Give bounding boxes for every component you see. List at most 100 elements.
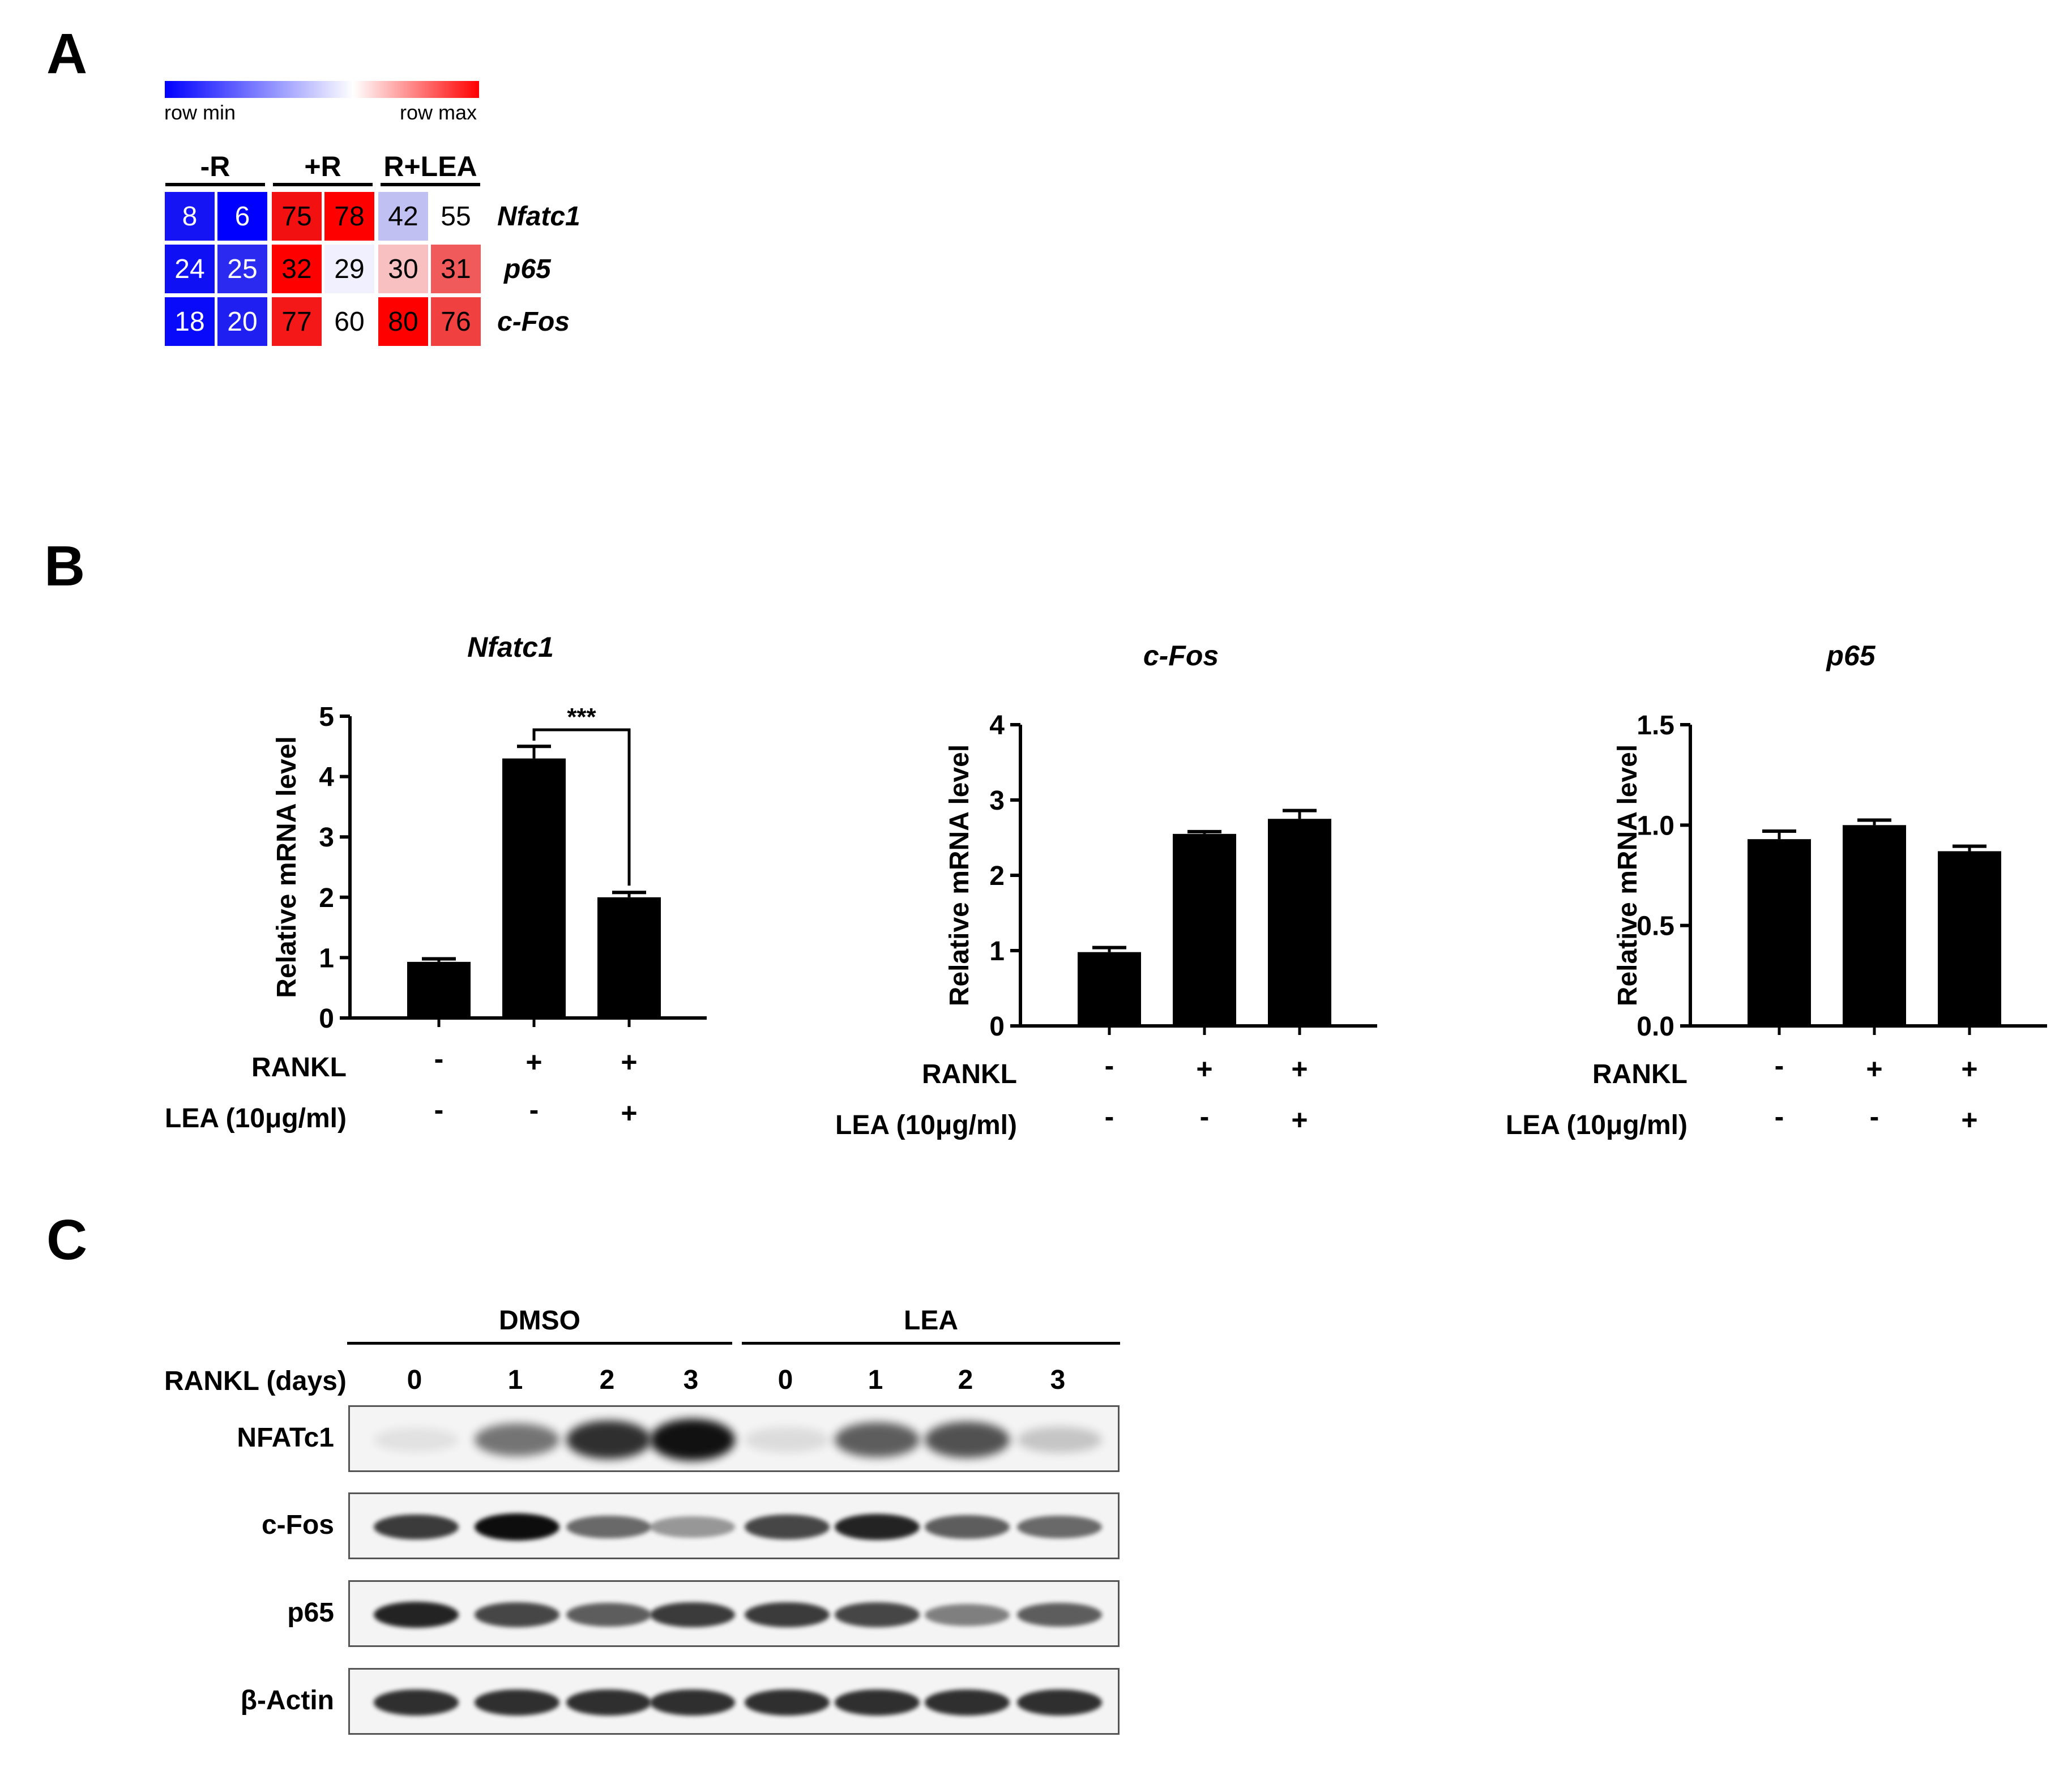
heatmap-cell: 60 xyxy=(324,297,374,346)
western-band xyxy=(925,1515,1010,1539)
bar xyxy=(1268,819,1331,1026)
western-band xyxy=(835,1602,920,1627)
heatmap-group-label: -R xyxy=(200,151,230,182)
y-axis-label: Relative mRNA level xyxy=(272,736,302,998)
western-group-line xyxy=(347,1342,732,1345)
bar xyxy=(1173,833,1236,1026)
chart-title: p65 xyxy=(1825,640,1876,671)
western-band xyxy=(925,1689,1010,1716)
heatmap-gene-label: Nfatc1 xyxy=(497,202,580,232)
condition-sign: - xyxy=(529,1094,539,1126)
bar-charts: 0 1 2 3 4 5 Nfatc1 Relative mRNA level - - + - + + RAN… xyxy=(165,631,2047,1140)
y-tick-label: 1 xyxy=(989,936,1005,966)
condition-sign: - xyxy=(1870,1101,1879,1132)
western-band xyxy=(835,1689,920,1716)
y-tick-label: 0.5 xyxy=(1637,912,1674,942)
western-band xyxy=(475,1423,559,1457)
y-axis-label: Relative mRNA level xyxy=(1613,745,1643,1006)
panel-label-c: C xyxy=(46,1208,88,1272)
heatmap-cell: 29 xyxy=(324,245,374,293)
heatmap-cell: 42 xyxy=(378,192,428,241)
western-band xyxy=(835,1513,920,1541)
panel-label-b: B xyxy=(44,534,86,598)
condition-sign: - xyxy=(434,1094,444,1126)
y-tick-label: 0 xyxy=(319,1004,334,1034)
y-tick-label: 2 xyxy=(989,861,1005,891)
panel-label-a: A xyxy=(46,22,88,85)
western-lane-label: 1 xyxy=(507,1365,523,1395)
western-band xyxy=(374,1514,459,1540)
bar xyxy=(1938,851,2001,1026)
condition-sign: - xyxy=(1105,1050,1114,1081)
heatmap-cell: 77 xyxy=(272,297,322,346)
western-lane-label: 2 xyxy=(958,1365,973,1395)
condition-label: LEA (10μg/ml) xyxy=(1506,1110,1687,1140)
condition-label: RANKL xyxy=(1592,1059,1687,1089)
western-blot-label: c-Fos xyxy=(261,1510,334,1540)
bar xyxy=(597,897,661,1018)
western-blot-membrane xyxy=(348,1580,1120,1647)
y-tick-label: 2 xyxy=(319,883,334,913)
condition-sign: + xyxy=(1961,1104,1977,1136)
significance-bracket xyxy=(532,728,631,886)
western-blot-label: NFATc1 xyxy=(237,1423,334,1453)
western-blot-membrane xyxy=(348,1492,1120,1559)
western-band xyxy=(925,1422,1010,1458)
western-band xyxy=(650,1602,735,1628)
condition-sign: + xyxy=(1961,1053,1977,1085)
heatmap-gene-label: c-Fos xyxy=(497,307,570,337)
western-lane-label: 1 xyxy=(868,1365,883,1395)
y-tick-label: 4 xyxy=(319,763,334,793)
western-lane-label: 2 xyxy=(599,1365,615,1395)
western-band xyxy=(745,1515,830,1539)
western-group-label: DMSO xyxy=(499,1306,580,1336)
western-band xyxy=(475,1689,559,1716)
heatmap-cell: 75 xyxy=(272,192,322,241)
bar xyxy=(1748,839,1811,1026)
western-lane-label: 3 xyxy=(683,1365,699,1395)
condition-sign: + xyxy=(1196,1053,1212,1085)
western-lane-label: 0 xyxy=(407,1365,422,1395)
western-band xyxy=(374,1689,459,1716)
western-band xyxy=(745,1602,830,1628)
heatmap-group-line xyxy=(165,183,265,186)
bar xyxy=(407,961,471,1018)
condition-sign: - xyxy=(434,1043,444,1075)
western-blot-membrane xyxy=(348,1405,1120,1472)
y-tick-label: 3 xyxy=(319,823,334,853)
western-band xyxy=(925,1603,1010,1626)
heatmap-cell: 78 xyxy=(324,192,374,241)
y-tick-label: 0.0 xyxy=(1637,1012,1674,1042)
western-band xyxy=(1017,1515,1102,1539)
western-band xyxy=(475,1602,559,1627)
western-lane-label: 0 xyxy=(777,1365,793,1395)
colorbar-max-label: row max xyxy=(400,101,477,124)
significance-label: *** xyxy=(567,703,596,731)
western-band xyxy=(1017,1426,1102,1453)
colorbar-min-label: row min xyxy=(164,101,236,124)
bar xyxy=(1843,825,1906,1026)
western-group-line xyxy=(742,1342,1120,1345)
chart-title: c-Fos xyxy=(1143,640,1219,671)
condition-sign: + xyxy=(526,1046,542,1078)
western-band xyxy=(745,1427,830,1452)
condition-sign: - xyxy=(1775,1050,1784,1081)
western-band xyxy=(1017,1689,1102,1716)
heatmap-cell: 32 xyxy=(272,245,322,293)
heatmap-cell: 25 xyxy=(217,245,267,293)
y-tick-label: 4 xyxy=(989,711,1005,741)
heatmap-cell: 18 xyxy=(165,297,215,346)
western-band xyxy=(650,1516,735,1538)
heatmap-group-label: R+LEA xyxy=(383,151,477,182)
condition-sign: + xyxy=(1866,1053,1882,1085)
heatmap-gene-label: p65 xyxy=(504,254,551,284)
y-tick-label: 1 xyxy=(319,943,334,973)
condition-sign: - xyxy=(1105,1101,1114,1132)
western-blot-label: p65 xyxy=(287,1598,334,1628)
y-tick-label: 5 xyxy=(319,702,334,732)
bar xyxy=(1078,952,1141,1026)
heatmap-cell: 8 xyxy=(165,192,215,241)
y-tick-label: 1.0 xyxy=(1637,811,1674,841)
western-band xyxy=(566,1689,651,1716)
western-band xyxy=(650,1689,735,1716)
